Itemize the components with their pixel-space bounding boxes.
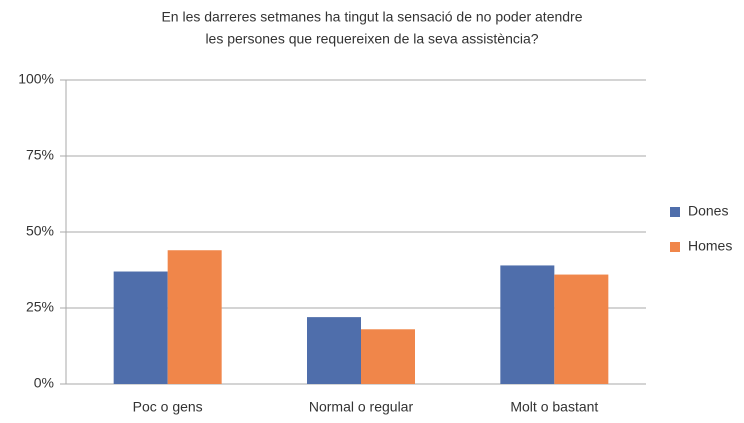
y-tick-label: 0% — [34, 375, 54, 391]
bar — [361, 329, 415, 384]
legend-swatch — [670, 207, 680, 217]
y-tick-label: 75% — [26, 147, 54, 163]
y-tick-label: 25% — [26, 299, 54, 315]
chart-title: les persones que requereixen de la seva … — [205, 31, 538, 47]
y-tick-label: 100% — [18, 71, 54, 87]
x-tick-label: Normal o regular — [309, 399, 414, 415]
legend-swatch — [670, 242, 680, 252]
bar — [167, 250, 222, 384]
y-tick-label: 50% — [26, 223, 54, 239]
bar — [307, 317, 361, 384]
legend-label: Dones — [688, 203, 728, 219]
x-tick-label: Molt o bastant — [510, 399, 598, 415]
x-tick-label: Poc o gens — [133, 399, 203, 415]
bar — [500, 265, 555, 384]
bar — [113, 271, 168, 384]
legend-label: Homes — [688, 238, 732, 254]
chart-title: En les darreres setmanes ha tingut la se… — [161, 9, 582, 25]
bar — [554, 274, 609, 384]
